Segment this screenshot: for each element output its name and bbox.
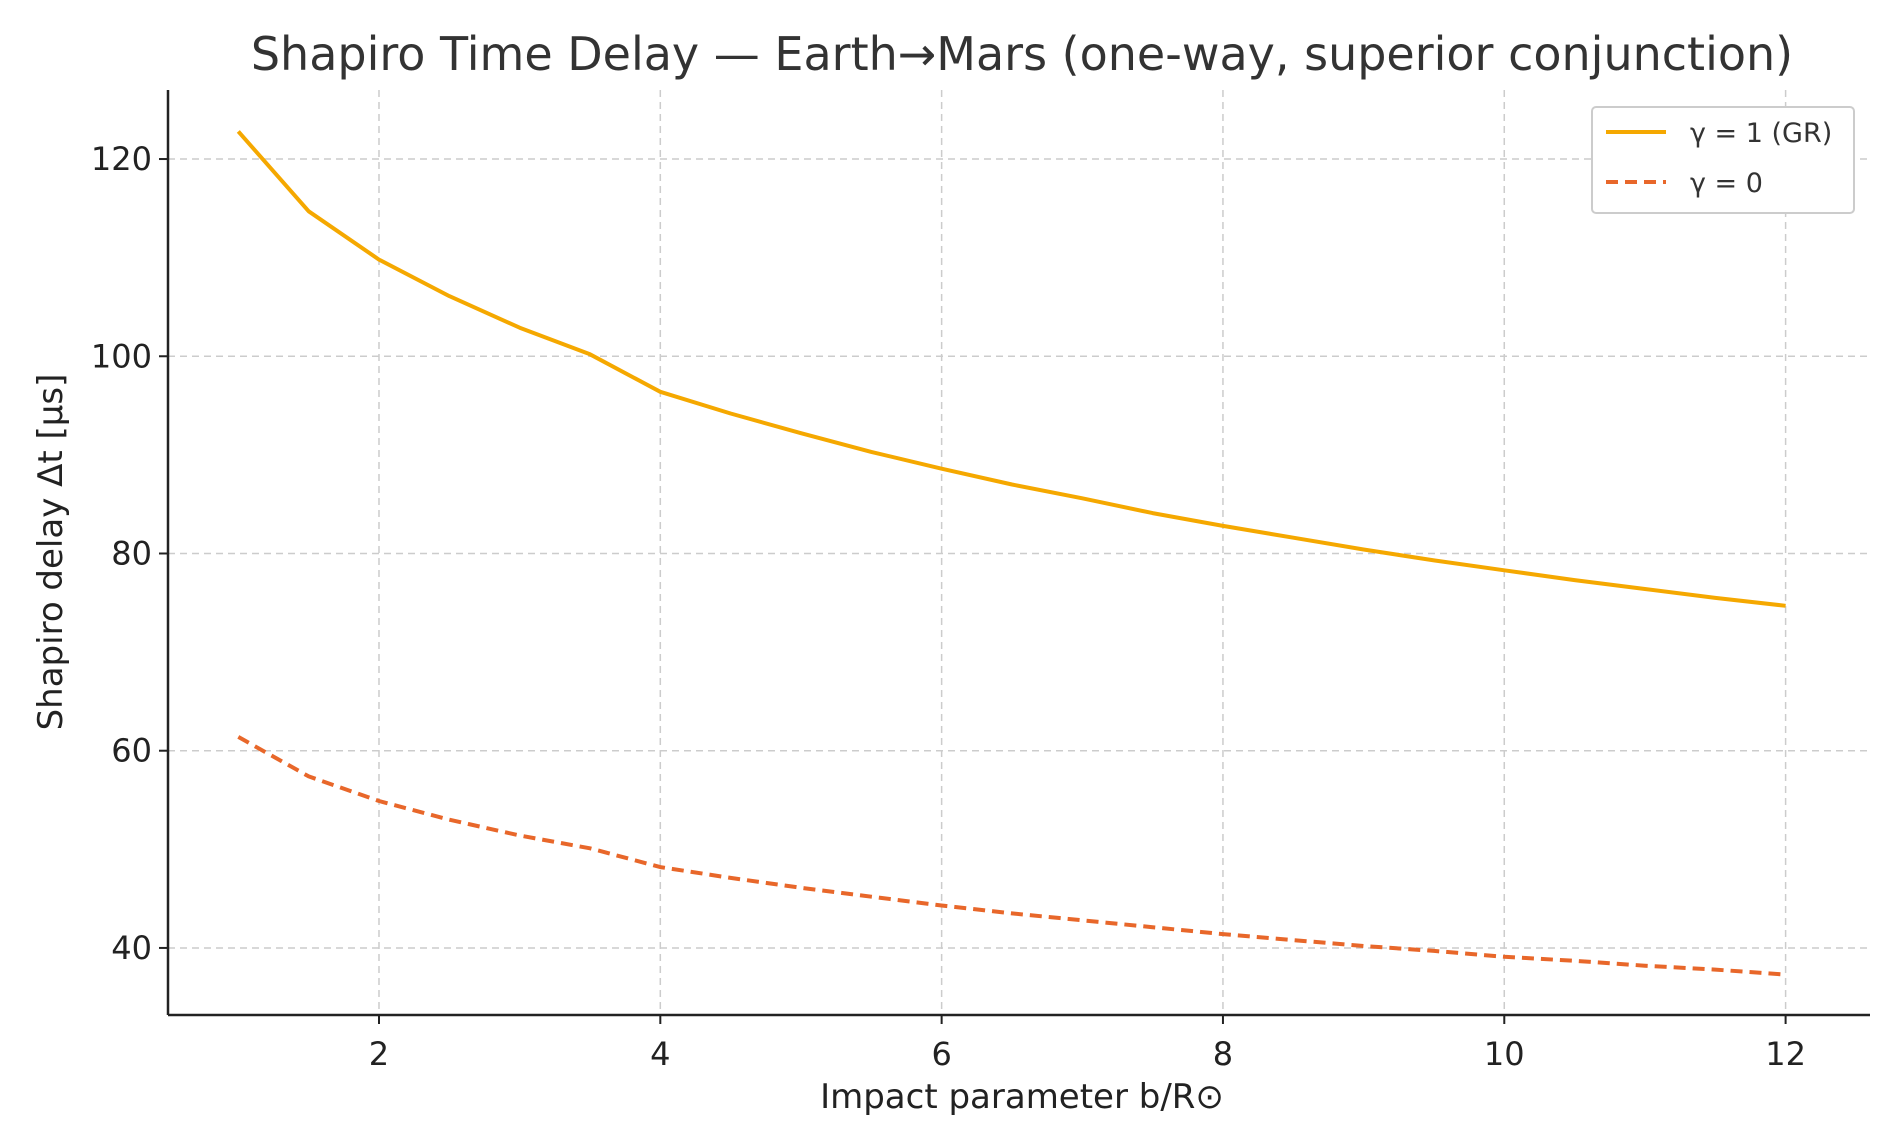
legend-label-gr: γ = 1 (GR) xyxy=(1690,118,1832,149)
x-axis-label: Impact parameter b/R⊙ xyxy=(820,1077,1224,1117)
axis-ticks: 2 4 6 8 10 12 40 60 80 100 120 xyxy=(91,140,1806,1073)
grid-lines xyxy=(168,90,1870,1015)
y-tick-label: 120 xyxy=(91,140,152,178)
series-layer xyxy=(236,130,1786,977)
x-tick-label: 2 xyxy=(369,1035,389,1073)
legend-label-gamma-zero: γ = 0 xyxy=(1690,168,1763,199)
x-tick-label: 10 xyxy=(1484,1035,1525,1073)
x-tick-label: 12 xyxy=(1765,1035,1806,1073)
series-line-gr xyxy=(236,130,1786,608)
legend: γ = 1 (GR) γ = 0 xyxy=(1591,106,1855,214)
y-axis-label: Shapiro delay Δt [μs] xyxy=(31,374,71,731)
x-tick-label: 4 xyxy=(650,1035,670,1073)
y-tick-label: 60 xyxy=(111,732,152,770)
y-tick-label: 100 xyxy=(91,337,152,375)
series-line-gamma-zero xyxy=(237,735,1786,977)
y-tick-label: 80 xyxy=(111,534,152,572)
chart-title: Shapiro Time Delay — Earth→Mars (one-way… xyxy=(251,27,1793,81)
x-tick-label: 8 xyxy=(1213,1035,1233,1073)
x-tick-label: 6 xyxy=(931,1035,951,1073)
y-tick-label: 40 xyxy=(111,929,152,967)
